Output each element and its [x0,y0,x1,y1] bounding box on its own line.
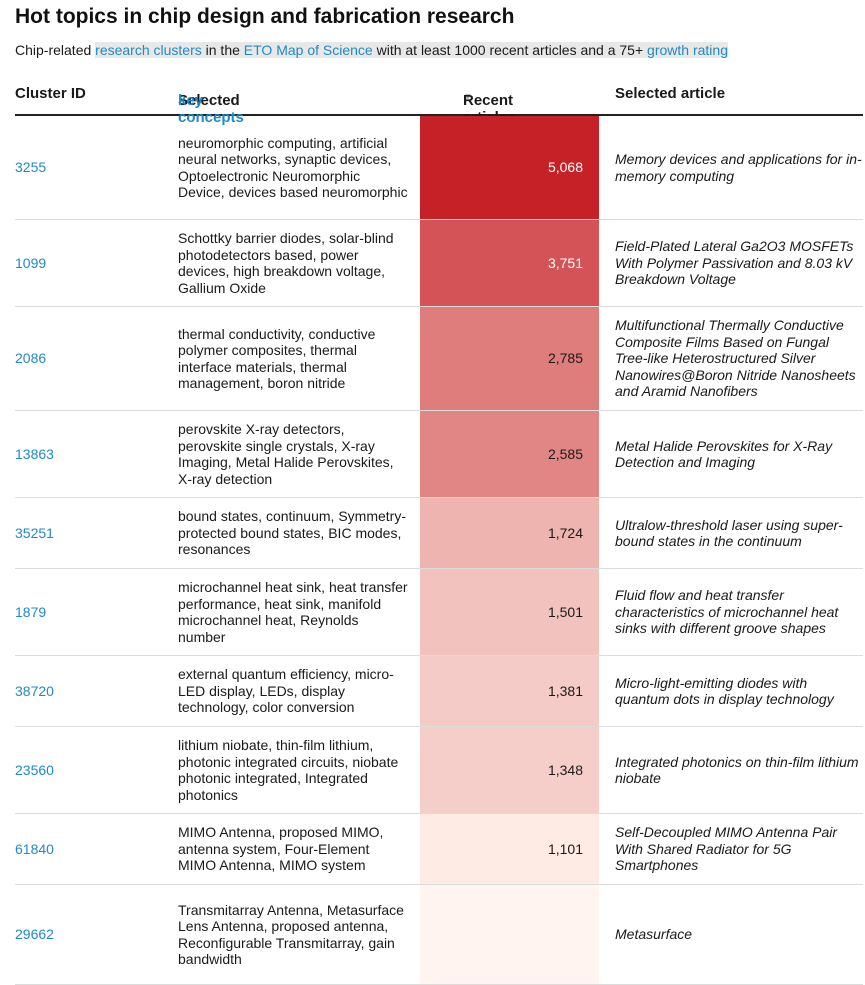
sort-down-icon: ▼ [463,92,473,103]
recent-articles-bar [420,885,599,984]
table-row: 35251 bound states, continuum, Symmetry-p… [15,498,863,569]
cluster-id-link[interactable]: 35251 [15,524,54,541]
cluster-id-link[interactable]: 3255 [15,159,47,176]
key-concepts-prefix: Selected [178,92,240,109]
col-header-selected-article[interactable]: Selected article [615,85,726,102]
key-concepts-cell: external quantum efficiency, micro-LED d… [178,666,394,716]
selected-article-cell: Field-Plated Lateral Ga2O3 MOSFETs With … [615,238,854,288]
table-row: 38720 external quantum efficiency, micro-… [15,656,863,727]
key-concepts-cell: Schottky barrier diodes, solar-blind pho… [178,230,394,296]
selected-article-cell: Micro-light-emitting diodes with quantum… [615,674,834,708]
recent-articles-bar: 2,585 [420,411,599,497]
recent-articles-bar: 1,724 [420,498,599,568]
subtitle: Chip-related research clusters in the ET… [15,41,865,59]
subtitle-mid2: with at least 1000 recent articles and a… [372,42,648,58]
subtitle-mid1: in the [201,42,244,58]
table-row: 13863 perovskite X-ray detectors, perovsk… [15,411,863,498]
table-header: Cluster ID Selected key concepts ▼ Recent… [15,78,863,126]
page-title: Hot topics in chip design and fabricatio… [15,5,515,28]
key-concepts-cell: neuromorphic computing, artificial neura… [178,134,408,201]
selected-article-cell: Ultralow-threshold laser using super-bou… [615,516,843,550]
key-concepts-cell: thermal conductivity, conductive polymer… [178,325,376,392]
selected-article-cell: Fluid flow and heat transfer characteris… [615,587,839,637]
key-concepts-cell: bound states, continuum, Symmetry-protec… [178,508,406,558]
subtitle-prefix: Chip-related [15,42,96,58]
key-concepts-link[interactable]: key concepts [178,92,244,126]
key-concepts-cell: perovskite X-ray detectors, perovskite s… [178,421,394,487]
recent-articles-bar: 1,101 [420,814,599,884]
selected-article-cell: Multifunctional Thermally Conductive Com… [615,317,856,400]
key-concepts-cell: Transmitarray Antenna, Metasurface Lens … [178,901,404,968]
table-row: 23560 lithium niobate, thin-film lithium,… [15,727,863,814]
selected-article-cell: Self-Decoupled MIMO Antenna Pair With Sh… [615,824,838,874]
key-concepts-cell: MIMO Antenna, proposed MIMO, antenna sys… [178,824,384,874]
recent-articles-bar: 2,785 [420,307,599,410]
table-row: 3255 neuromorphic computing, artificial n… [15,116,863,220]
recent-articles-bar: 3,751 [420,220,599,306]
table-row: 1099 Schottky barrier diodes, solar-blind… [15,220,863,307]
recent-articles-bar: 5,068 [420,116,599,219]
key-concepts-cell: microchannel heat sink, heat transfer pe… [178,579,408,645]
cluster-id-link[interactable]: 29662 [15,926,54,943]
cluster-id-link[interactable]: 38720 [15,682,54,699]
table-row: 61840 MIMO Antenna, proposed MIMO, antenn… [15,814,863,885]
recent-articles-bar: 1,348 [420,727,599,813]
research-clusters-link[interactable]: research clusters [95,42,202,58]
cluster-id-link[interactable]: 13863 [15,445,54,462]
selected-article-cell: Integrated photonics on thin-film lithiu… [615,753,859,787]
selected-article-cell: Metasurface [615,926,693,943]
cluster-id-link[interactable]: 2086 [15,350,47,367]
selected-article-cell: Memory devices and applications for in-m… [615,151,862,184]
cluster-id-link[interactable]: 61840 [15,840,54,857]
table-row: 29662 Transmitarray Antenna, Metasurface … [15,885,863,985]
table-body: 3255 neuromorphic computing, artificial n… [15,116,863,985]
table-row: 2086 thermal conductivity, conductive pol… [15,307,863,411]
cluster-id-link[interactable]: 1099 [15,254,47,271]
recent-articles-bar: 1,501 [420,569,599,655]
growth-rating-link[interactable]: growth rating [647,42,728,58]
cluster-id-link[interactable]: 23560 [15,761,54,778]
col-header-cluster-id[interactable]: Cluster ID [15,85,86,102]
cluster-id-link[interactable]: 1879 [15,603,47,620]
table-row: 1879 microchannel heat sink, heat transfe… [15,569,863,656]
eto-map-link[interactable]: ETO Map of Science [243,42,373,58]
key-concepts-cell: lithium niobate, thin-film lithium, phot… [178,737,399,803]
selected-article-cell: Metal Halide Perovskites for X-Ray Detec… [615,437,833,471]
recent-articles-bar: 1,381 [420,656,599,726]
